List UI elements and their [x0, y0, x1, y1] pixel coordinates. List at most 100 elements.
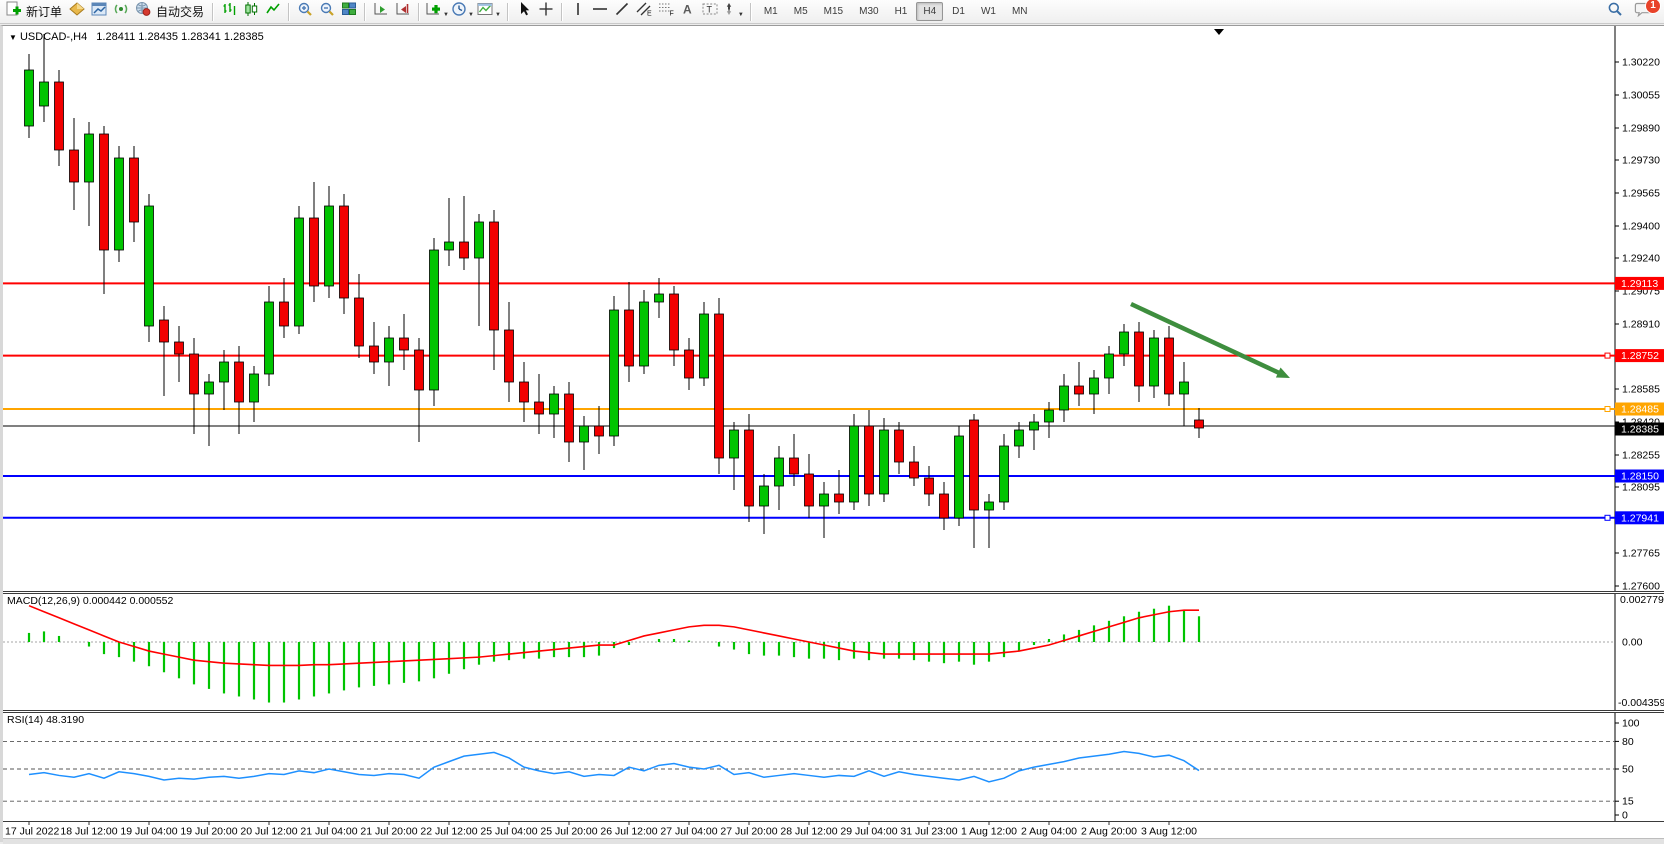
text-label-button[interactable]: T	[699, 2, 721, 22]
tile-windows-button[interactable]	[338, 2, 360, 22]
timeframe-m30-button[interactable]: M30	[859, 6, 879, 17]
price-tick-label: 1.27765	[1622, 548, 1660, 560]
vertical-line-button[interactable]	[567, 2, 589, 22]
autotrading-icon	[134, 1, 152, 22]
signal-button[interactable]	[110, 2, 132, 22]
notifications-button[interactable]: 1	[1632, 0, 1661, 22]
timeframe-m1-button[interactable]: M1	[763, 6, 778, 17]
zoom-out-icon	[319, 1, 335, 22]
rsi-tick-label: 100	[1622, 718, 1640, 730]
toolbar-separator	[212, 2, 215, 21]
bar-chart-button[interactable]	[218, 2, 240, 22]
new-order-button[interactable]	[2, 1, 24, 22]
timeframe-m15-button[interactable]: M15	[823, 6, 844, 17]
svg-text:A: A	[683, 3, 692, 17]
cursor-button[interactable]	[513, 2, 535, 22]
svg-text:1.29113: 1.29113	[1621, 278, 1658, 290]
timeframe-m5-button[interactable]: M5	[793, 6, 808, 17]
rsi-line	[28, 750, 1200, 783]
zoom-out-button[interactable]	[316, 2, 338, 22]
chart-shift-button[interactable]	[392, 2, 414, 22]
timeframe-d1-button[interactable]: D1	[952, 6, 965, 17]
symbol-dropdown-icon[interactable]: ▼	[9, 33, 17, 42]
timeframe-h4-button[interactable]: H4	[916, 2, 944, 21]
line-anchor-marker	[1604, 352, 1611, 359]
panel-divider-rsi[interactable]	[3, 710, 1664, 713]
vertical-line-icon	[573, 1, 583, 22]
svg-text:1.28485: 1.28485	[1621, 404, 1659, 416]
rsi-tick-label: 15	[1622, 796, 1634, 808]
timeframe-h1-button[interactable]: H1	[894, 6, 908, 17]
macd-scale-max: 0.002779	[1620, 594, 1664, 606]
new-order-icon	[5, 1, 21, 22]
main-price-panel[interactable]: 1.30220 1.30055 1.29890 1.29730 1.29565 1.294…	[3, 26, 1664, 591]
zoom-in-button[interactable]	[294, 2, 316, 22]
svg-text:E: E	[647, 11, 652, 18]
price-tick-label: 1.28255	[1622, 450, 1660, 462]
time-tick-label: 21 Jul 20:00	[360, 826, 417, 838]
time-tick-label: 29 Jul 04:00	[840, 826, 897, 838]
price-tick-label: 1.27600	[1622, 581, 1660, 592]
rsi-panel[interactable]: 100 80 50 15 0 RSI(14) 48.3190	[3, 713, 1664, 821]
price-tick-label: 1.30055	[1622, 90, 1660, 102]
market-watch-button[interactable]	[66, 2, 88, 22]
rsi-canvas: 100 80 50 15 0	[3, 713, 1640, 821]
line-chart-button[interactable]	[262, 2, 284, 22]
macd-canvas: 0.002779 0.00 -0.004359	[3, 594, 1664, 710]
main-chart-canvas[interactable]: 1.30220 1.30055 1.29890 1.29730 1.29565 1.294…	[3, 26, 1664, 591]
notification-badge: 1	[1645, 0, 1661, 14]
time-axis[interactable]: 17 Jul 2022 18 Jul 12:00 19 Jul 04:00 19 Ju…	[3, 821, 1664, 839]
dropdown-caret-icon[interactable]: ▼	[443, 11, 449, 18]
time-tick-label: 27 Jul 04:00	[660, 826, 717, 838]
price-tick-label: 1.28095	[1622, 482, 1660, 494]
market-watch-icon	[68, 1, 86, 22]
main-toolbar: 新订单 自动交易 ▼ ▼ ▼ E F A T ▼ M1 M5 M15 M30 H1 H4 D1 W1 MN 1	[0, 0, 1664, 24]
toolbar-separator	[506, 2, 509, 21]
autotrading-label: 自动交易	[156, 5, 205, 19]
periods-clock-icon	[451, 1, 467, 22]
candlestick-button[interactable]	[240, 2, 262, 22]
fibonacci-icon: F	[657, 1, 675, 22]
dropdown-caret-icon[interactable]: ▼	[467, 11, 474, 18]
text-button[interactable]: A	[677, 2, 699, 22]
svg-text:F: F	[669, 11, 673, 18]
chart-symbol-label[interactable]: ▼ USDCAD-,H4 1.28411 1.28435 1.28341 1.2…	[9, 31, 264, 43]
timeframe-mn-button[interactable]: MN	[1011, 6, 1028, 17]
equidistant-channel-button[interactable]: E	[633, 2, 655, 22]
trendline-button[interactable]	[611, 2, 633, 22]
dropdown-caret-icon[interactable]: ▼	[737, 11, 744, 18]
chart-window-button[interactable]	[88, 2, 110, 22]
price-level-badge	[1615, 402, 1664, 416]
time-tick-label: 2 Aug 04:00	[1021, 826, 1077, 838]
price-tick-label: 1.29890	[1622, 123, 1660, 135]
fibonacci-button[interactable]: F	[655, 2, 677, 22]
macd-panel[interactable]: 0.002779 0.00 -0.004359 MACD(12,26,9) 0.00…	[3, 594, 1664, 710]
panel-divider-macd[interactable]	[3, 591, 1664, 594]
search-icon	[1607, 1, 1623, 22]
chart-window[interactable]: ▼ USDCAD-,H4 1.28411 1.28435 1.28341 1.2…	[0, 25, 1664, 844]
periods-clock-button[interactable]: ▼	[451, 2, 476, 22]
signal-icon	[113, 1, 129, 22]
search-button[interactable]	[1604, 2, 1626, 22]
crosshair-button[interactable]	[535, 2, 557, 22]
macd-scale-min: -0.004359	[1618, 697, 1664, 709]
time-tick-label: 3 Aug 12:00	[1141, 826, 1197, 838]
new-order-label: 新订单	[26, 5, 63, 19]
horizontal-line-button[interactable]	[589, 2, 611, 22]
templates-button[interactable]: ▼	[476, 2, 503, 22]
timeframe-w1-button[interactable]: W1	[980, 6, 996, 17]
autotrading-button[interactable]	[132, 2, 154, 22]
indicators-button[interactable]: ▼	[424, 2, 451, 22]
line-chart-icon	[265, 1, 281, 22]
auto-scroll-button[interactable]	[370, 2, 392, 22]
rsi-tick-label: 50	[1622, 764, 1634, 776]
time-tick-label: 17 Jul 2022	[5, 826, 59, 838]
line-anchor-marker	[1604, 514, 1611, 521]
trend-arrow-annotation[interactable]	[1130, 301, 1290, 378]
text-icon: A	[681, 1, 695, 22]
dropdown-caret-icon[interactable]: ▼	[494, 11, 501, 18]
chart-shift-marker[interactable]	[1214, 29, 1224, 35]
time-tick-label: 25 Jul 20:00	[540, 826, 597, 838]
arrows-button[interactable]: ▼	[721, 2, 746, 22]
price-tick-label: 1.28910	[1622, 319, 1660, 331]
